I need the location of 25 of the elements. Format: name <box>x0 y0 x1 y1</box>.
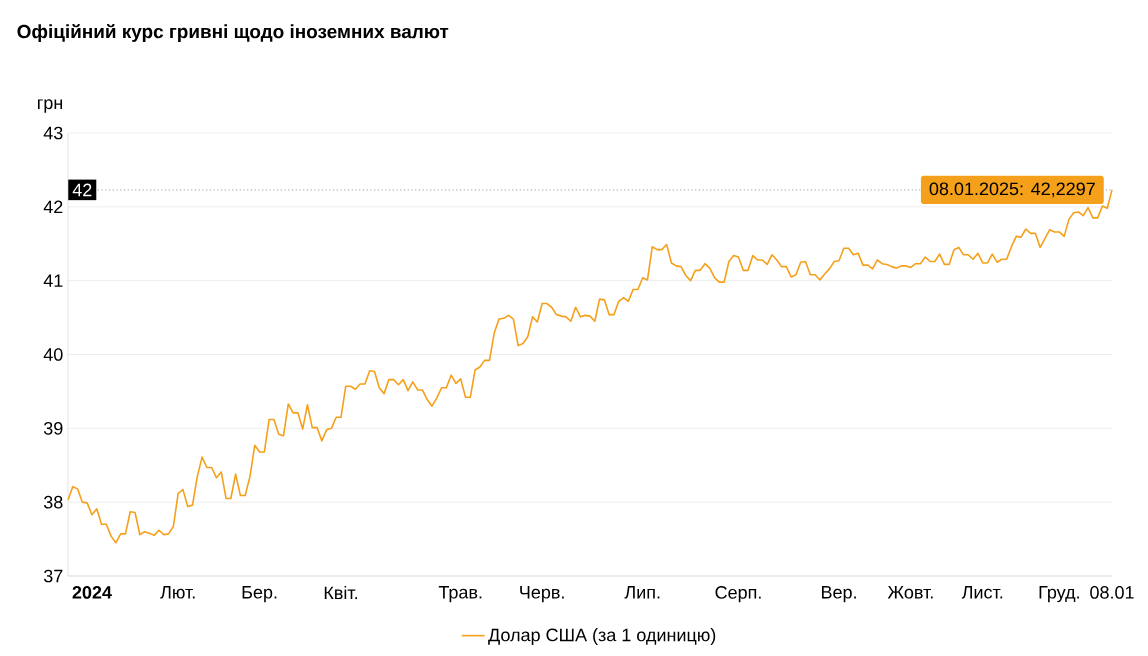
x-tick-label: Жовт. <box>887 586 933 599</box>
x-tick-label: Вер. <box>822 586 856 603</box>
y-tick-label: 43 <box>43 126 63 140</box>
y-tick-label: 40 <box>43 348 63 361</box>
x-tick-label: Лип. <box>624 586 660 599</box>
x-tick-label: Трав. <box>438 586 482 603</box>
x-tick-label: 08.01 <box>1090 586 1134 599</box>
ref-line-label: 42 <box>72 183 92 197</box>
y-tick-label: 41 <box>43 274 63 287</box>
y-tick-label: 37 <box>43 569 63 583</box>
x-tick-label: Груд. <box>1039 586 1079 603</box>
x-tick-label: 2024 <box>72 586 112 599</box>
x-tick-label: Черв. <box>520 586 564 603</box>
chart-title: Офіційний курс гривні щодо іноземних валют <box>17 24 449 42</box>
x-tick-label: Бер. <box>242 586 277 603</box>
legend-label: Долар США (за 1 одиницю) <box>488 628 716 645</box>
x-tick-label: Лист. <box>961 586 1003 599</box>
y-tick-label: 42 <box>43 200 63 214</box>
x-tick-label: Серп. <box>715 586 761 603</box>
x-tick-label: Квіт. <box>324 586 358 600</box>
y-axis-title: грн <box>38 99 63 113</box>
y-tick-label: 38 <box>43 495 63 509</box>
annotation: 08.01.2025: 42,2297 <box>929 182 1095 198</box>
y-tick-label: 39 <box>43 421 63 435</box>
x-tick-label: Лют. <box>160 586 195 599</box>
